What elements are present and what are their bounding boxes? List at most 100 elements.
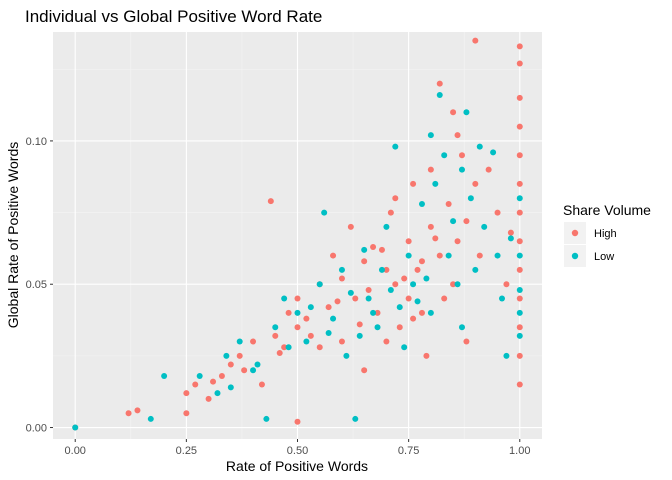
data-point-low — [516, 309, 523, 316]
data-point-low — [476, 143, 483, 150]
data-point-high — [516, 209, 523, 216]
data-point-high — [227, 361, 234, 368]
data-point-low — [414, 298, 421, 305]
data-point-high — [210, 378, 217, 385]
x-tick-label: 1.00 — [509, 445, 530, 457]
data-point-high — [472, 37, 479, 44]
data-point-high — [347, 223, 354, 230]
data-point-high — [294, 418, 301, 425]
data-point-high — [303, 315, 310, 322]
data-point-low — [263, 415, 270, 422]
data-point-high — [516, 60, 523, 67]
data-point-high — [361, 258, 368, 265]
data-point-low — [387, 286, 394, 293]
data-point-high — [392, 195, 399, 202]
data-point-high — [454, 238, 461, 245]
y-axis-title: Global Rate of Positive Words — [5, 142, 21, 329]
data-point-low — [450, 218, 457, 225]
data-point-low — [294, 309, 301, 316]
data-point-high — [516, 381, 523, 388]
data-point-high — [134, 407, 141, 414]
data-point-low — [378, 266, 385, 273]
data-point-low — [254, 361, 261, 368]
data-point-high — [507, 229, 514, 236]
data-point-high — [427, 223, 434, 230]
data-point-low — [432, 180, 439, 187]
data-point-high — [450, 109, 457, 116]
data-point-high — [356, 321, 363, 328]
data-point-high — [476, 252, 483, 259]
data-point-low — [361, 246, 368, 253]
data-point-high — [125, 410, 132, 417]
y-tick-label: 0.05 — [26, 279, 47, 291]
data-point-low — [343, 352, 350, 359]
data-point-low — [481, 223, 488, 230]
data-point-high — [450, 281, 457, 288]
series-high-points — [72, 37, 523, 431]
data-point-high — [441, 295, 448, 302]
data-point-high — [267, 198, 274, 205]
data-point-low — [441, 152, 448, 159]
x-tick-label: 0.50 — [287, 445, 308, 457]
data-point-low — [463, 109, 470, 116]
data-point-high — [458, 152, 465, 159]
data-point-high — [516, 266, 523, 273]
data-point-high — [316, 344, 323, 351]
data-point-low — [307, 304, 314, 311]
grid-major — [53, 32, 542, 439]
data-point-high — [276, 350, 283, 357]
data-point-high — [334, 298, 341, 305]
data-point-low — [418, 200, 425, 207]
data-point-high — [436, 80, 443, 87]
data-point-low — [161, 372, 168, 379]
data-point-high — [387, 209, 394, 216]
data-point-high — [307, 332, 314, 339]
data-point-low — [498, 295, 505, 302]
y-tick-label: 0.00 — [26, 423, 47, 435]
data-point-high — [401, 275, 408, 282]
data-point-low — [392, 143, 399, 150]
data-point-low — [316, 281, 323, 288]
data-point-low — [458, 166, 465, 173]
data-point-low — [214, 390, 221, 397]
data-point-high — [427, 166, 434, 173]
data-point-high — [405, 295, 412, 302]
data-point-low — [250, 367, 257, 374]
data-point-high — [236, 352, 243, 359]
data-point-high — [241, 367, 248, 374]
data-point-high — [463, 338, 470, 345]
data-point-low — [490, 149, 497, 156]
data-point-high — [285, 309, 292, 316]
legend-key-high — [571, 229, 579, 237]
data-point-high — [272, 332, 279, 339]
data-point-high — [365, 286, 372, 293]
data-point-high — [423, 352, 430, 359]
data-point-high — [414, 266, 421, 273]
data-point-high — [432, 235, 439, 242]
data-point-high — [463, 218, 470, 225]
chart-title: Individual vs Global Positive Word Rate — [25, 7, 322, 26]
data-point-low — [370, 309, 377, 316]
data-point-high — [454, 132, 461, 139]
data-point-high — [410, 180, 417, 187]
data-point-low — [365, 295, 372, 302]
legend-label-low: Low — [594, 251, 614, 263]
data-point-low — [423, 275, 430, 282]
data-point-low — [325, 329, 332, 336]
data-point-low — [352, 415, 359, 422]
x-tick-label: 0.25 — [176, 445, 197, 457]
data-point-high — [405, 238, 412, 245]
data-point-low — [227, 384, 234, 391]
data-point-low — [410, 281, 417, 288]
data-point-low — [516, 332, 523, 339]
legend-label-high: High — [594, 228, 617, 240]
data-point-low — [516, 195, 523, 202]
data-point-low — [396, 304, 403, 311]
data-point-high — [370, 243, 377, 250]
y-axis: 0.00 0.05 0.10 — [26, 136, 53, 435]
data-point-low — [436, 92, 443, 99]
data-point-low — [458, 324, 465, 331]
series-low-points — [72, 92, 523, 431]
data-point-high — [516, 123, 523, 130]
data-point-high — [485, 166, 492, 173]
